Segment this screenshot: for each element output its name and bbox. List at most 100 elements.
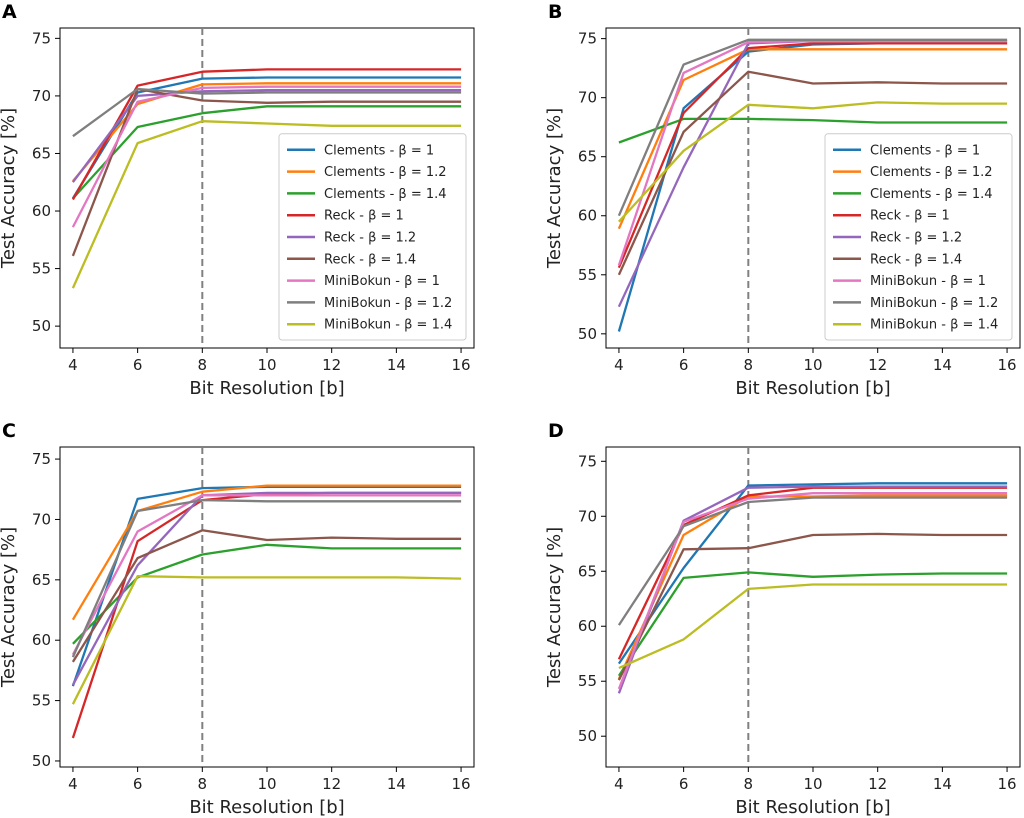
- y-tick-label: 50: [578, 727, 597, 745]
- x-tick-label: 10: [803, 356, 822, 374]
- series-line-minibokun-1-4: [71, 575, 462, 705]
- legend: Clements - β = 1 Clements - β = 1.2 Clemen…: [278, 133, 467, 341]
- x-tick-label: 16: [998, 775, 1017, 793]
- x-tick-label: 10: [257, 775, 276, 793]
- series-line-minibokun-1-2: [617, 38, 1008, 217]
- series-line-clements-1-4: [617, 571, 1008, 677]
- series-line-clements-1: [617, 482, 1008, 665]
- series-line-clements-1-4: [618, 117, 1008, 144]
- x-tick-label: 6: [679, 775, 689, 793]
- y-axis-label: Test Accuracy [%]: [544, 527, 565, 688]
- panel-c: C 4 6 8 10 12 14 16 50 55 60 65 70 75 Bit Resolution […: [0, 420, 475, 818]
- legend-label: Reck - β = 1.2: [324, 231, 416, 246]
- legend-label: Clements - β = 1.2: [870, 165, 993, 180]
- legend-label: MiniBokun - β = 1.2: [870, 296, 998, 311]
- legend-label: Clements - β = 1.4: [324, 187, 447, 202]
- panel-letter: D: [548, 420, 564, 442]
- y-tick-label: 50: [32, 317, 51, 335]
- series-line-minibokun-1-4: [71, 120, 462, 289]
- y-tick-label: 65: [578, 562, 597, 580]
- panel-d: D 4 6 8 10 12 14 16 50 55 60 65 70 75 Bit Resolution […: [544, 420, 1021, 818]
- legend-label: MiniBokun - β = 1.4: [324, 318, 452, 333]
- y-tick-label: 60: [32, 631, 51, 649]
- y-tick-label: 70: [32, 87, 51, 105]
- series-line-reck-1-2: [71, 89, 462, 183]
- y-tick-label: 60: [578, 207, 597, 225]
- x-tick-label: 12: [322, 356, 341, 374]
- x-tick-label: 6: [133, 356, 143, 374]
- series-line-reck-1: [71, 68, 462, 201]
- x-tick-label: 6: [679, 356, 689, 374]
- series-line-clements-1-4: [72, 105, 462, 200]
- x-axis-label: Bit Resolution [b]: [735, 797, 890, 818]
- y-tick-label: 70: [578, 507, 597, 525]
- y-tick-label: 55: [578, 672, 597, 690]
- y-tick-label: 75: [578, 30, 597, 48]
- legend-label: Reck - β = 1: [324, 209, 404, 224]
- x-tick-label: 4: [68, 356, 78, 374]
- legend-label: Reck - β = 1.2: [870, 231, 962, 246]
- y-tick-label: 50: [578, 325, 597, 343]
- x-tick-label: 4: [614, 775, 624, 793]
- series-line-reck-1-2: [71, 491, 462, 686]
- legend-label: MiniBokun - β = 1.2: [324, 296, 452, 311]
- y-tick-label: 65: [578, 148, 597, 166]
- x-tick-label: 16: [452, 356, 471, 374]
- x-tick-label: 14: [933, 356, 952, 374]
- x-tick-label: 8: [198, 356, 208, 374]
- x-axis-label: Bit Resolution [b]: [189, 378, 344, 399]
- series-line-clements-1-2: [71, 484, 462, 621]
- x-tick-label: 12: [868, 356, 887, 374]
- y-tick-label: 55: [578, 266, 597, 284]
- legend-label: Clements - β = 1: [870, 143, 980, 158]
- x-tick-label: 4: [68, 775, 78, 793]
- panel-letter: B: [548, 1, 562, 23]
- series-line-minibokun-1-2: [617, 496, 1008, 626]
- series-line-minibokun-1: [71, 494, 462, 656]
- y-tick-label: 75: [32, 450, 51, 468]
- legend-label: MiniBokun - β = 1: [870, 274, 986, 289]
- x-tick-label: 4: [614, 356, 624, 374]
- y-tick-label: 50: [32, 752, 51, 770]
- panel-letter: C: [2, 420, 16, 442]
- x-tick-label: 6: [133, 775, 143, 793]
- x-tick-label: 12: [868, 775, 887, 793]
- x-tick-label: 14: [933, 775, 952, 793]
- series-line-reck-1: [71, 491, 462, 739]
- y-tick-label: 75: [578, 452, 597, 470]
- legend-box: [824, 133, 1013, 341]
- legend-label: Reck - β = 1.4: [324, 252, 416, 267]
- series-line-reck-1-2: [617, 485, 1008, 694]
- x-tick-label: 16: [998, 356, 1017, 374]
- x-axis-label: Bit Resolution [b]: [189, 797, 344, 818]
- y-axis-label: Test Accuracy [%]: [544, 108, 565, 269]
- series-line-clements-1: [71, 485, 462, 687]
- panel-letter: A: [2, 1, 17, 23]
- series-line-clements-1-2: [617, 48, 1008, 230]
- legend-box: [278, 133, 467, 341]
- legend-label: Clements - β = 1.4: [870, 187, 993, 202]
- series-line-minibokun-1-2: [71, 498, 462, 658]
- y-tick-label: 55: [32, 260, 51, 278]
- series-line-clements-1: [71, 76, 462, 199]
- panel-b: B 4 6 8 10 12 14 16 50 55 60 65 70 75 Bit Resolution […: [544, 1, 1021, 399]
- x-tick-label: 16: [452, 775, 471, 793]
- legend-label: Reck - β = 1: [870, 209, 950, 224]
- series-line-reck-1: [617, 42, 1008, 269]
- y-tick-label: 60: [32, 202, 51, 220]
- series-line-minibokun-1-4: [618, 101, 1008, 223]
- legend: Clements - β = 1 Clements - β = 1.2 Clemen…: [824, 133, 1013, 341]
- series-line-minibokun-1-4: [618, 583, 1008, 670]
- x-tick-label: 10: [803, 775, 822, 793]
- legend-label: MiniBokun - β = 1.4: [870, 318, 998, 333]
- panel-a: A 4 6 8 10 12 14 16 50 55 60 65 70 75 Bit Resolution […: [0, 1, 475, 399]
- y-tick-label: 70: [32, 510, 51, 528]
- x-tick-label: 12: [322, 775, 341, 793]
- x-tick-label: 10: [257, 356, 276, 374]
- legend-label: Clements - β = 1.2: [324, 165, 447, 180]
- x-tick-label: 8: [744, 356, 754, 374]
- y-tick-label: 65: [32, 144, 51, 162]
- y-tick-label: 55: [32, 692, 51, 710]
- x-axis-label: Bit Resolution [b]: [735, 378, 890, 399]
